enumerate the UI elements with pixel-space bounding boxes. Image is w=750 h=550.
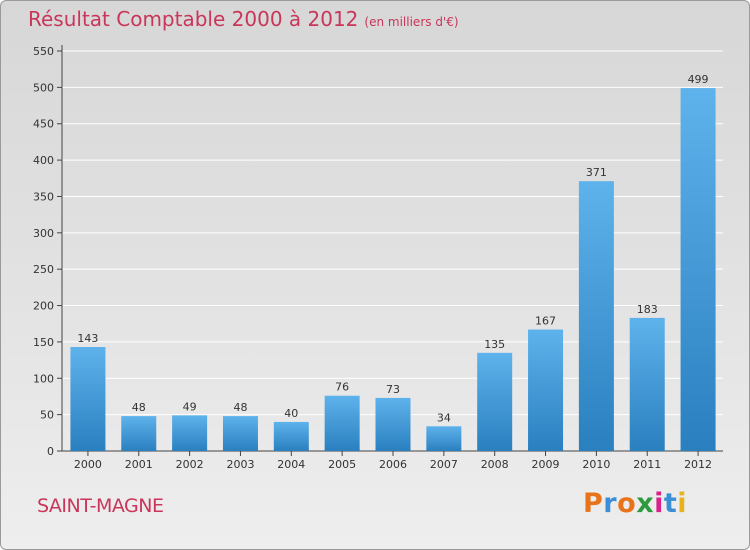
y-tick-label: 350	[33, 190, 54, 203]
y-tick-label: 200	[33, 300, 54, 313]
y-tick-label: 100	[33, 372, 54, 385]
data-label: 135	[484, 338, 505, 351]
bar	[629, 317, 665, 451]
data-label: 143	[77, 332, 98, 345]
x-tick-label: 2006	[379, 458, 407, 471]
bar	[222, 416, 258, 451]
bar	[172, 415, 208, 451]
x-tick-label: 2007	[430, 458, 458, 471]
y-tick-label: 300	[33, 227, 54, 240]
y-tick-label: 0	[47, 445, 54, 458]
data-label: 34	[437, 411, 451, 424]
data-label: 371	[586, 166, 607, 179]
chart-title: Résultat Comptable 2000 à 2012 (en millie…	[28, 7, 459, 31]
bar	[528, 329, 564, 451]
x-tick-label: 2011	[633, 458, 661, 471]
logo-letter: o	[617, 488, 637, 519]
y-tick-label: 550	[33, 45, 54, 58]
x-tick-label: 2010	[582, 458, 610, 471]
data-label: 73	[386, 383, 400, 396]
logo-letter: i	[677, 488, 688, 519]
bar	[578, 181, 614, 451]
y-tick-label: 150	[33, 336, 54, 349]
data-label: 48	[233, 401, 247, 414]
x-tick-label: 2000	[74, 458, 102, 471]
bar	[324, 395, 360, 451]
logo-letter: i	[654, 488, 664, 519]
y-tick-label: 50	[40, 409, 54, 422]
y-tick-label: 400	[33, 154, 54, 167]
x-tick-label: 2003	[226, 458, 254, 471]
data-label: 499	[688, 73, 709, 86]
data-label: 48	[132, 401, 146, 414]
y-tick-label: 450	[33, 118, 54, 131]
logo-letter: t	[663, 488, 678, 519]
x-tick-label: 2005	[328, 458, 356, 471]
x-tick-label: 2012	[684, 458, 712, 471]
data-label: 76	[335, 381, 349, 394]
logo-letter: P	[583, 488, 604, 519]
data-label: 40	[284, 407, 298, 420]
y-tick-label: 250	[33, 263, 54, 276]
bar	[680, 88, 716, 451]
bar	[375, 397, 411, 451]
data-label: 167	[535, 315, 556, 328]
x-tick-label: 2001	[125, 458, 153, 471]
bar	[70, 347, 106, 451]
x-tick-label: 2009	[532, 458, 560, 471]
logo-letter: x	[636, 488, 655, 519]
bar	[121, 416, 157, 451]
commune-name: SAINT-MAGNE	[37, 495, 164, 517]
bar	[426, 426, 462, 451]
proxiti-logo: Proxiti	[583, 488, 687, 519]
bar	[273, 421, 309, 451]
logo-letter: r	[603, 488, 618, 519]
data-label: 49	[183, 400, 197, 413]
x-tick-label: 2008	[481, 458, 509, 471]
y-tick-label: 500	[33, 81, 54, 94]
title-text: Résultat Comptable 2000 à 2012	[28, 7, 359, 31]
x-tick-label: 2004	[277, 458, 305, 471]
bar	[477, 352, 513, 451]
x-tick-label: 2002	[176, 458, 204, 471]
title-unit: (en milliers d'€)	[364, 15, 459, 29]
data-label: 183	[637, 303, 658, 316]
